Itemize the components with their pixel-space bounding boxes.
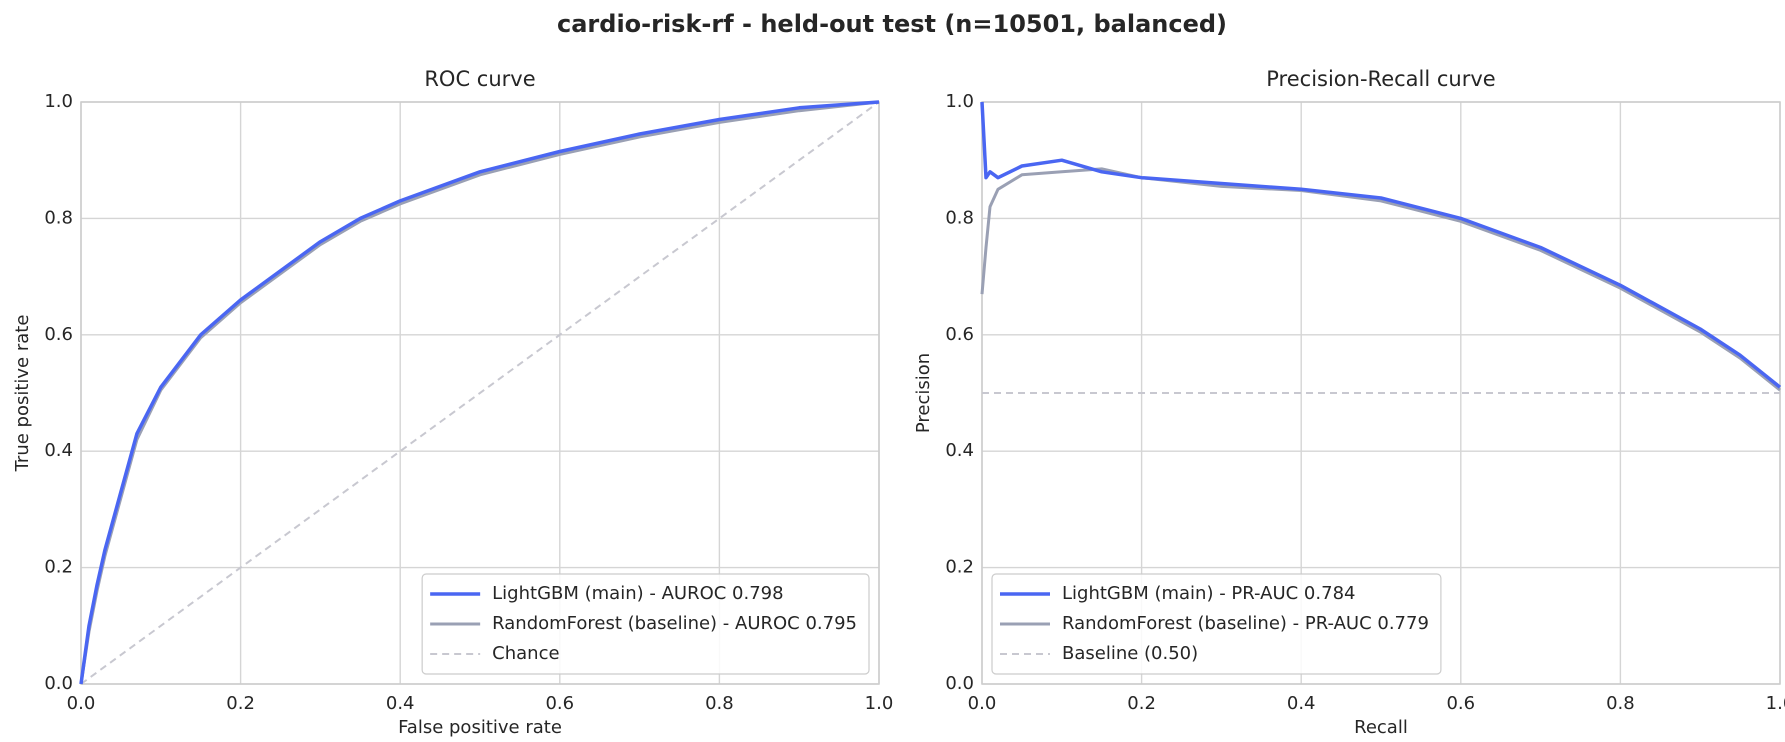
legend: LightGBM (main) - AUROC 0.798 RandomFores… bbox=[421, 573, 870, 675]
y-tick-label: 0.8 bbox=[44, 207, 73, 228]
x-tick-label: 1.0 bbox=[865, 693, 894, 714]
x-axis-label: False positive rate bbox=[398, 717, 562, 738]
y-tick-label: 1.0 bbox=[945, 91, 974, 112]
legend-frame bbox=[991, 573, 1442, 675]
y-tick-label: 1.0 bbox=[44, 91, 73, 112]
y-tick-label: 0.2 bbox=[44, 557, 73, 578]
y-tick-label: 0.0 bbox=[945, 673, 974, 694]
x-tick-label: 0.6 bbox=[1446, 693, 1475, 714]
series-line bbox=[79, 100, 880, 685]
x-axis-label: Recall bbox=[1354, 717, 1408, 738]
y-tick-label: 0.2 bbox=[945, 557, 974, 578]
x-tick-label: 0.2 bbox=[1127, 693, 1156, 714]
y-axis-label: True positive rate bbox=[12, 315, 33, 473]
legend-label: RandomForest (baseline) - AUROC 0.795 bbox=[492, 613, 857, 634]
y-tick-label: 0.0 bbox=[44, 673, 73, 694]
y-tick-label: 0.8 bbox=[945, 207, 974, 228]
x-tick-label: 0.4 bbox=[1287, 693, 1316, 714]
series-line bbox=[980, 167, 1781, 392]
x-tick-label: 0.8 bbox=[1606, 693, 1635, 714]
legend-frame bbox=[421, 573, 870, 675]
legend: LightGBM (main) - PR-AUC 0.784 RandomFore… bbox=[991, 573, 1442, 675]
x-tick-label: 0.0 bbox=[67, 693, 96, 714]
y-tick-label: 0.6 bbox=[945, 324, 974, 345]
subplot-title: Precision-Recall curve bbox=[1266, 67, 1495, 91]
subplot-title: ROC curve bbox=[424, 67, 535, 91]
legend-label: Chance bbox=[492, 643, 559, 664]
legend-label: Baseline (0.50) bbox=[1062, 643, 1198, 664]
subplot: Precision-Recall curve 0.0 0.2 0.4 0.6 0.8 1. 0… bbox=[913, 67, 1785, 738]
subplot: ROC curve 0.0 0.2 0.4 0.6 0.8 1.0 0.0 0.2 0.4 0.6 0… bbox=[12, 67, 893, 738]
axes-frame bbox=[80, 101, 880, 685]
x-tick-label: 0.6 bbox=[545, 693, 574, 714]
x-tick-label: 0.8 bbox=[705, 693, 734, 714]
y-tick-label: 0.4 bbox=[44, 440, 73, 461]
y-axis-label: Precision bbox=[913, 353, 934, 433]
x-tick-label: 0.2 bbox=[226, 693, 255, 714]
x-tick-label: 0.0 bbox=[968, 693, 997, 714]
legend-label: LightGBM (main) - PR-AUC 0.784 bbox=[1062, 583, 1355, 604]
legend-label: RandomForest (baseline) - PR-AUC 0.779 bbox=[1062, 613, 1429, 634]
figure-title: cardio-risk-rf - held-out test (n=10501,… bbox=[557, 10, 1227, 38]
y-tick-label: 0.4 bbox=[945, 440, 974, 461]
series-line bbox=[980, 101, 1782, 389]
x-tick-label: 1.0 bbox=[1766, 693, 1785, 714]
series-line bbox=[80, 101, 880, 685]
x-tick-label: 0.4 bbox=[386, 693, 415, 714]
legend-label: LightGBM (main) - AUROC 0.798 bbox=[492, 583, 783, 604]
y-tick-label: 0.6 bbox=[44, 324, 73, 345]
